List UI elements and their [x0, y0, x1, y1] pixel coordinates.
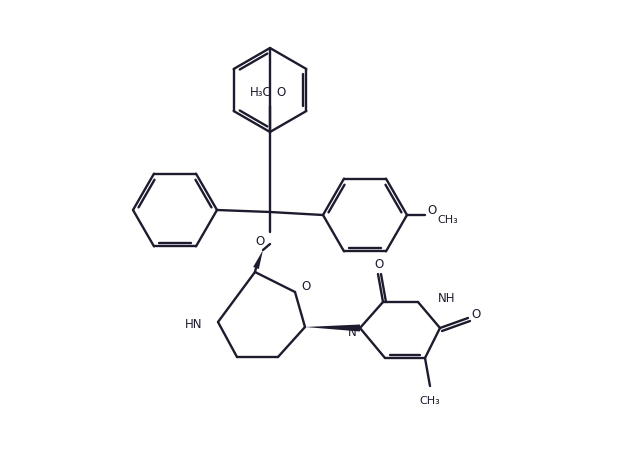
Text: O: O — [472, 307, 481, 321]
Polygon shape — [253, 250, 263, 269]
Polygon shape — [305, 324, 360, 331]
Text: CH₃: CH₃ — [420, 396, 440, 406]
Text: O: O — [427, 204, 436, 218]
Text: O: O — [255, 235, 264, 248]
Text: O: O — [374, 258, 383, 271]
Text: O: O — [301, 280, 310, 292]
Text: N: N — [348, 327, 356, 339]
Text: O: O — [276, 86, 285, 99]
Text: H₃C: H₃C — [250, 86, 272, 99]
Text: NH: NH — [438, 292, 456, 306]
Text: CH₃: CH₃ — [437, 215, 458, 225]
Text: HN: HN — [184, 318, 202, 330]
